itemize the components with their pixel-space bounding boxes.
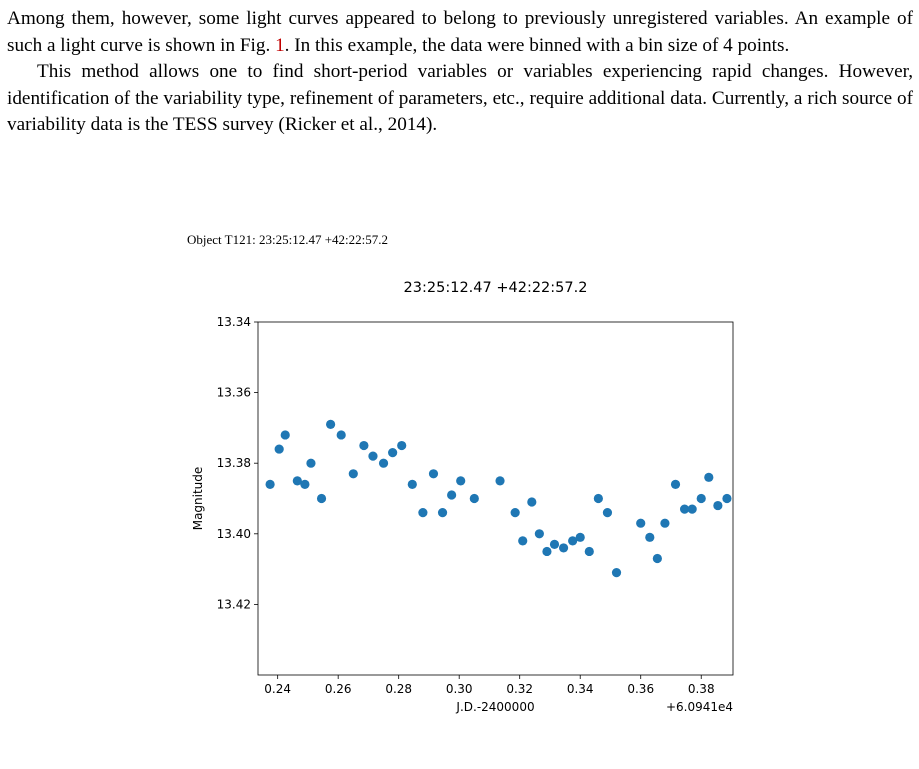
data-point [687,504,697,514]
figure-caption-title: Object T121: 23:25:12.47 +42:22:57.2 [187,232,388,247]
data-point [300,479,310,489]
data-point [469,493,479,504]
data-point [704,472,714,482]
x-axis-label: J.D.-2400000 [455,700,534,714]
x-tick-label: 0.28 [385,682,412,696]
data-point [428,469,439,479]
data-point [670,479,681,489]
data-point [265,479,275,489]
data-point [437,508,448,518]
data-point [679,504,690,514]
body-text: Among them, however, some light curves a… [7,6,913,139]
data-point [660,518,670,528]
data-point [397,440,407,451]
data-point [359,440,369,451]
paragraph-1-text-a: Among them, however, some light curves a… [7,8,913,56]
data-point [326,419,336,429]
data-point [575,532,585,542]
data-point [602,508,613,518]
data-point [274,444,284,454]
data-point [713,500,723,511]
paragraph-2: This method allows one to find short-per… [7,61,913,136]
chart-title: 23:25:12.47 +42:22:57.2 [404,280,588,296]
chart-labels: 0.24 0.26 0.28 0.30 0.32 0.34 0.36 0.38 13.34 13.… [191,280,733,714]
x-tick-label: 0.38 [688,682,715,696]
data-point [645,532,655,542]
data-point [527,497,537,507]
data-point [549,539,560,549]
paragraph-1: Among them, however, some light curves a… [7,6,913,59]
data-point [558,543,569,553]
paragraph-1-text-b: . In this example, the data were binned … [284,34,790,56]
x-tick-label: 0.34 [567,682,594,696]
data-point [593,493,603,504]
data-point [510,508,520,518]
data-point [348,469,358,479]
y-axis-label: Magnitude [191,467,205,531]
data-point [518,536,528,546]
x-tick-label: 0.26 [325,682,352,696]
data-point [696,493,706,504]
y-tick-label: 13.36 [217,386,251,400]
data-point [407,479,417,489]
data-point [388,448,398,458]
data-point [316,493,327,504]
data-point [611,568,622,578]
data-point [378,458,389,468]
y-tick-label: 13.38 [217,456,251,470]
data-point [292,476,302,486]
data-point [722,493,732,504]
x-tick-label: 0.36 [627,682,654,696]
data-point [568,536,578,546]
data-point [636,518,646,528]
x-tick-label: 0.32 [506,682,533,696]
data-point [542,546,552,557]
x-tick-label: 0.24 [264,682,291,696]
chart-axes [254,321,734,679]
data-point [652,553,662,564]
data-point [280,430,290,440]
data-point [306,458,316,468]
y-tick-label: 13.40 [217,527,251,541]
y-tick-label: 13.34 [217,315,251,329]
data-point [534,529,544,539]
plot-frame [257,321,734,676]
data-point [418,508,428,518]
data-point [584,546,594,557]
data-point [495,476,505,486]
x-tick-label: 0.30 [446,682,473,696]
chart-points [265,419,732,578]
x-axis-offset-label: +6.0941e4 [666,700,733,714]
y-tick-label: 13.42 [217,597,251,611]
data-point [447,490,457,500]
data-point [336,430,346,440]
figure-reference-link[interactable]: 1 [275,34,285,56]
data-point [368,451,378,461]
data-point [456,476,466,486]
